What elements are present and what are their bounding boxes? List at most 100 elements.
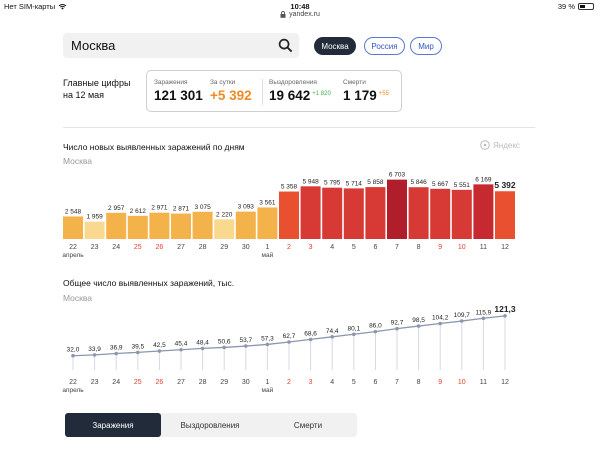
bar (495, 191, 515, 239)
x-tick-label: 10 (458, 244, 466, 251)
bar-value-label: 5 551 (454, 182, 471, 189)
tab-recoveries[interactable]: Выздоровления (180, 420, 240, 430)
point-value-label: 98,5 (412, 317, 425, 324)
x-tick-label: 29 (220, 379, 228, 386)
bar-value-label: 1 959 (86, 214, 103, 221)
region-tab-moscow[interactable]: Москва (314, 37, 356, 55)
bar-value-label: 5 858 (367, 179, 384, 186)
x-tick-label: 3 (309, 244, 313, 251)
yandex-logo-icon (480, 140, 490, 150)
x-tick-label: 9 (438, 244, 442, 251)
bar (365, 187, 386, 239)
month-label: май (262, 386, 274, 394)
month-label: май (262, 251, 274, 259)
bar-value-label: 5 795 (324, 180, 341, 187)
x-tick-label: 23 (91, 379, 99, 386)
data-point (503, 314, 507, 318)
point-value-label: 32,0 (67, 347, 80, 354)
daily-chart-title: Число новых выявленных заражений по дням (63, 142, 245, 152)
bar-value-label: 5 714 (346, 180, 363, 187)
data-point (71, 353, 75, 358)
yandex-watermark: Яндекс (480, 140, 520, 150)
x-tick-label: 23 (91, 244, 99, 251)
tab-deaths[interactable]: Смерти (293, 420, 323, 430)
stat-infected-value: 121 301 (154, 88, 203, 103)
section-divider (63, 127, 535, 128)
point-value-label: 33,9 (88, 346, 101, 353)
point-value-label: 42,5 (153, 342, 166, 349)
point-value-label: 74,4 (326, 328, 339, 335)
stat-recovered-label: Выздоровления (269, 79, 317, 86)
bar-value-label: 3 075 (194, 204, 211, 211)
wifi-icon (58, 4, 67, 10)
bar (149, 212, 170, 239)
region-tab-russia[interactable]: Россия (364, 37, 405, 55)
data-point (395, 326, 399, 331)
x-tick-label: 30 (242, 244, 250, 251)
x-tick-label: 9 (438, 379, 442, 386)
point-value-label: 57,3 (261, 335, 274, 342)
bar (127, 215, 148, 239)
search-icon[interactable] (278, 38, 293, 53)
total-cases-line-chart: 32,022апрель33,92336,92439,52542,52645,4… (62, 304, 516, 394)
region-search[interactable]: Москва (63, 33, 299, 58)
bar-value-label: 2 871 (173, 206, 190, 213)
stat-deaths-value: 1 179 (343, 88, 377, 103)
carrier-label: Нет SIM-карты (4, 2, 56, 11)
x-tick-label: 6 (373, 244, 377, 251)
bar-value-label: 2 971 (151, 205, 168, 212)
x-tick-label: 7 (395, 379, 399, 386)
bar (257, 207, 278, 239)
url-text: yandex.ru (289, 11, 320, 18)
x-tick-label: 30 (242, 379, 250, 386)
data-point (114, 351, 118, 356)
bar (430, 188, 451, 239)
bar-value-label: 2 220 (216, 211, 233, 218)
data-point (373, 329, 378, 334)
data-point (416, 324, 421, 328)
carrier: Нет SIM-карты (4, 2, 67, 11)
bar (408, 187, 429, 239)
x-tick-label: 27 (177, 244, 185, 251)
bar-value-label: 6 169 (475, 176, 492, 183)
data-point (136, 350, 140, 355)
x-tick-label: 22 (69, 379, 77, 386)
point-value-label: 62,7 (283, 333, 296, 340)
stat-recovered-value: 19 642 (269, 88, 311, 103)
bar (473, 184, 494, 239)
battery-icon (578, 3, 594, 10)
x-tick-label: 12 (501, 379, 509, 386)
bar (84, 221, 105, 239)
battery-percent: 39 % (557, 2, 575, 11)
point-value-label: 92,7 (391, 320, 404, 327)
x-tick-label: 1 (265, 244, 269, 251)
bar-value-label: 5 358 (281, 184, 298, 191)
data-point (200, 346, 205, 351)
region-tab-world[interactable]: Мир (410, 37, 442, 55)
url-bar[interactable]: yandex.ru (0, 11, 600, 18)
x-tick-label: 1 (265, 379, 269, 386)
bar (214, 219, 235, 239)
point-value-label: 36,9 (110, 345, 123, 352)
data-point (179, 347, 183, 352)
x-tick-label: 7 (395, 244, 399, 251)
bar (192, 211, 213, 239)
x-tick-label: 3 (309, 379, 313, 386)
point-value-label: 109,7 (454, 312, 471, 319)
x-tick-label: 5 (352, 244, 356, 251)
stat-deaths: Смерти 1 179 +55 (343, 79, 389, 103)
x-tick-label: 26 (156, 379, 164, 386)
stat-infected-label: Заражения (154, 79, 188, 86)
data-point (352, 332, 356, 337)
data-point (92, 353, 97, 357)
bar-value-label: 2 612 (130, 208, 147, 215)
stat-deaths-label: Смерти (343, 79, 366, 86)
stat-daily: За сутки +5 392 (210, 79, 252, 103)
tab-infections[interactable]: Заражения (65, 413, 161, 437)
point-value-label: 53,7 (239, 337, 252, 344)
x-tick-label: 11 (480, 244, 487, 251)
x-tick-label: 12 (501, 244, 509, 251)
search-input[interactable]: Москва (71, 38, 116, 53)
stat-separator (262, 79, 263, 105)
data-point (222, 345, 226, 350)
